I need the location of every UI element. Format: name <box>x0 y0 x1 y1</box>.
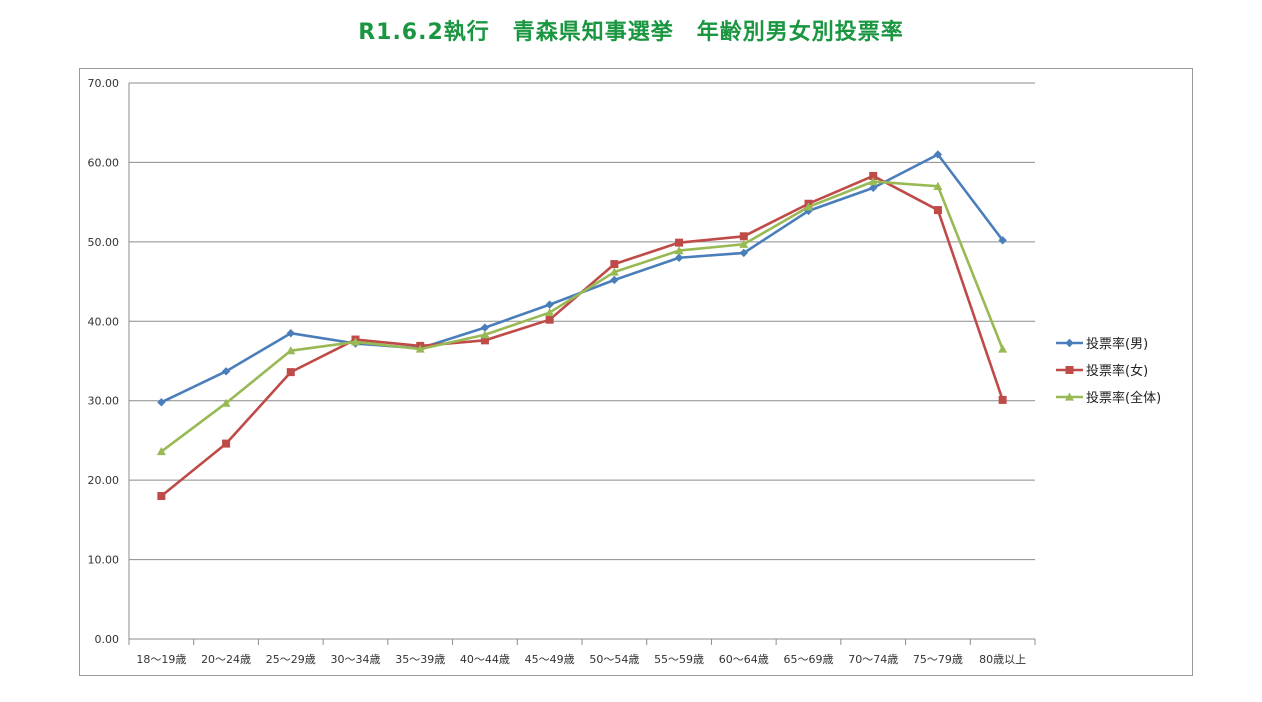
series-3 <box>156 176 1008 456</box>
data-point <box>351 337 360 346</box>
data-point <box>480 336 489 345</box>
legend-marker <box>1065 392 1074 401</box>
data-point <box>933 181 943 190</box>
x-tick-label: 30～34歳 <box>331 653 381 666</box>
x-tick-label: 40～44歳 <box>460 653 510 666</box>
legend-label: 投票率(男) <box>1086 336 1148 352</box>
x-tick-label: 25～29歳 <box>266 653 316 666</box>
data-point <box>674 246 684 255</box>
x-tick-label: 20～24歳 <box>201 653 251 666</box>
y-axis-tick-labels: 0.00 10.00 20.00 30.00 40.00 50.00 60.00 70.00 <box>88 77 120 646</box>
data-point <box>933 150 943 159</box>
data-point <box>545 308 555 317</box>
data-point <box>933 206 942 215</box>
data-point <box>156 447 166 456</box>
data-point <box>221 398 231 407</box>
data-point <box>610 275 619 285</box>
legend: 投票率(男) 投票率(女) 投票率(全体) <box>1056 336 1161 406</box>
data-point <box>998 395 1007 404</box>
data-point <box>998 344 1008 353</box>
data-point <box>739 232 748 241</box>
data-point <box>157 492 166 501</box>
x-axis: 18～19歳 20～24歳 25～29歳 30～34歳 35～39歳 40～44歳 45～4… <box>128 83 1036 666</box>
data-point <box>480 323 490 332</box>
y-tick-label: 20.00 <box>88 474 120 487</box>
data-point <box>610 260 619 269</box>
data-point <box>868 176 878 186</box>
chart-title: R1.6.2執行 青森県知事選挙 年齢別男女別投票率 <box>358 20 904 45</box>
data-point <box>869 171 878 180</box>
legend-entry: 投票率(女) <box>1056 363 1148 379</box>
data-point <box>804 202 813 211</box>
data-point <box>545 300 554 309</box>
x-tick-label: 35～39歳 <box>395 653 445 666</box>
x-tick-label: 55～59歳 <box>654 653 704 666</box>
x-tick-label: 75～79歳 <box>913 653 963 666</box>
data-point <box>674 253 684 262</box>
data-point <box>609 267 619 276</box>
data-point <box>675 238 684 247</box>
x-tick-label: 70～74歳 <box>848 653 898 666</box>
data-point <box>998 236 1007 245</box>
y-tick-label: 30.00 <box>88 395 120 408</box>
x-tick-label: 45～49歳 <box>525 653 575 666</box>
y-tick-label: 40.00 <box>88 315 120 328</box>
data-point <box>286 346 296 355</box>
series-line <box>160 153 1004 404</box>
x-tick-label: 80歳以上 <box>979 653 1026 666</box>
y-tick-label: 70.00 <box>88 77 120 90</box>
data-point <box>286 368 295 377</box>
y-tick-label: 50.00 <box>88 236 120 249</box>
data-point <box>415 344 425 353</box>
data-point <box>480 330 490 339</box>
data-point <box>221 367 231 376</box>
data-point <box>869 183 878 193</box>
x-tick-label: 65～69歳 <box>784 653 834 666</box>
chart-frame <box>79 68 1193 676</box>
x-tick-label: 18～19歳 <box>136 653 186 666</box>
data-point <box>739 239 749 248</box>
legend-entry: 投票率(男) <box>1056 336 1148 352</box>
legend-marker <box>1065 338 1074 348</box>
gridlines <box>129 82 1035 640</box>
legend-marker <box>1065 366 1074 374</box>
legend-entry: 投票率(全体) <box>1056 390 1161 406</box>
x-tick-label: 60～64歳 <box>719 653 769 666</box>
legend-label: 投票率(女) <box>1086 363 1148 379</box>
series-lines <box>156 150 1008 501</box>
series-1 <box>157 150 1007 407</box>
data-point <box>286 329 295 338</box>
y-tick-label: 60.00 <box>88 156 120 169</box>
y-tick-label: 0.00 <box>95 633 120 646</box>
y-tick-label: 10.00 <box>88 554 120 567</box>
data-point <box>545 315 554 324</box>
legend-label: 投票率(全体) <box>1086 390 1161 406</box>
x-tick-label: 50～54歳 <box>589 653 639 666</box>
data-point <box>222 439 231 448</box>
data-point <box>157 398 166 407</box>
data-point <box>739 248 748 258</box>
series-line <box>160 180 1004 453</box>
